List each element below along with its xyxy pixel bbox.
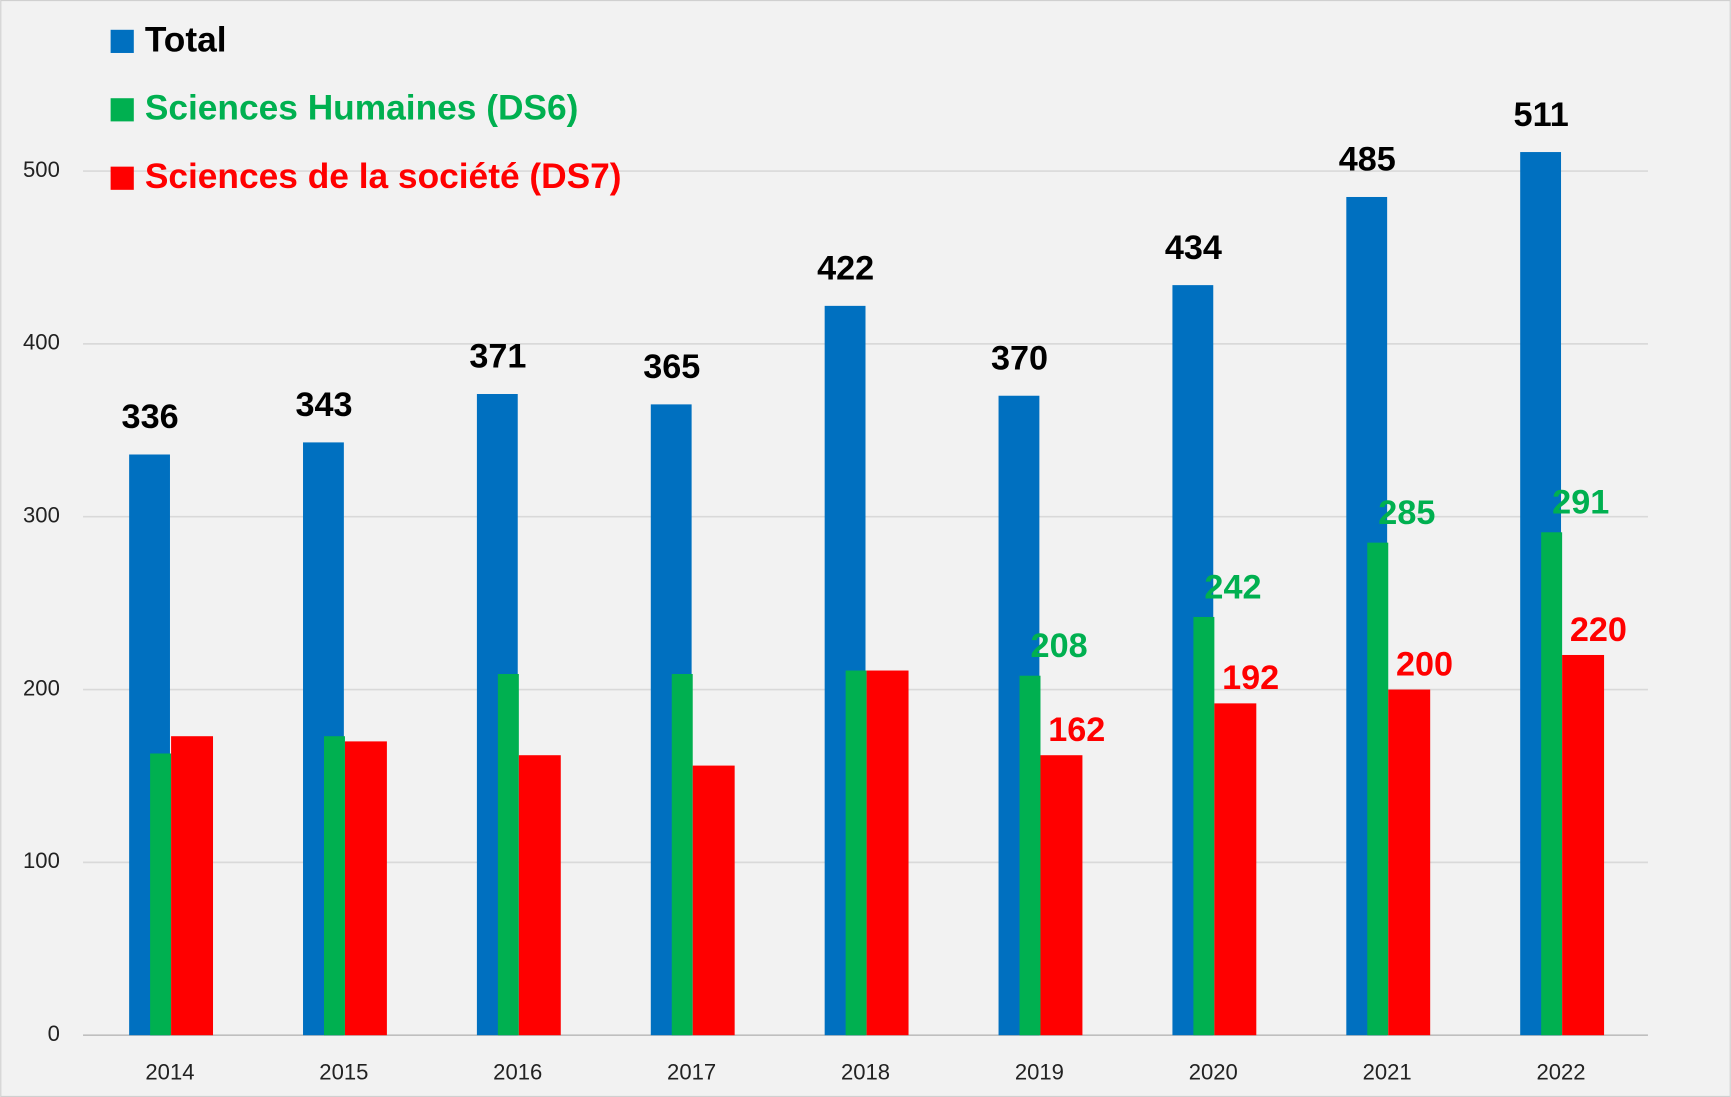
data-label: 422 [817,250,874,288]
bar [1193,616,1215,1036]
legend-label: Sciences Humaines (DS6) [145,89,579,128]
bar [1367,542,1389,1036]
data-label: 336 [122,398,179,436]
x-tick-label: 2017 [667,1060,716,1085]
legend-label: Sciences de la société (DS7) [145,157,622,196]
data-label: 485 [1339,141,1396,179]
data-label: 434 [1165,229,1222,267]
y-tick-label: 500 [23,157,60,182]
data-label: 371 [469,338,526,376]
x-tick-label: 2022 [1536,1060,1585,1085]
y-tick-label: 300 [23,503,60,528]
legend-swatch [110,98,134,122]
data-label: 208 [1031,627,1088,665]
bar [344,741,387,1036]
bar [845,670,867,1036]
y-tick-label: 100 [23,848,60,873]
x-tick-label: 2020 [1189,1060,1238,1085]
bar [171,736,214,1036]
bar [1019,675,1041,1036]
data-label: 192 [1222,659,1279,697]
data-label: 220 [1570,611,1627,649]
bar [671,673,693,1036]
bar [1541,532,1563,1036]
data-label: 511 [1514,96,1569,134]
y-tick-label: 0 [48,1021,60,1046]
x-tick-label: 2019 [1015,1060,1064,1085]
bar [1040,755,1083,1036]
x-tick-label: 2014 [145,1060,194,1085]
y-tick-label: 200 [23,675,60,700]
y-tick-label: 400 [23,330,60,355]
x-tick-label: 2016 [493,1060,542,1085]
legend-label: Total [145,20,227,59]
data-label: 242 [1204,568,1261,606]
legend-swatch [110,29,134,53]
bar [497,673,519,1036]
legend-swatch [110,166,134,190]
data-label: 285 [1378,494,1435,532]
bar [1562,654,1605,1036]
x-tick-label: 2018 [841,1060,890,1085]
x-tick-label: 2015 [319,1060,368,1085]
x-tick-label: 2021 [1363,1060,1412,1085]
bar [150,753,172,1036]
data-label: 162 [1048,711,1105,749]
bar [866,670,909,1036]
data-label: 365 [643,348,700,386]
data-label: 370 [991,339,1048,377]
data-label: 343 [295,386,352,424]
bar [692,765,735,1036]
bar [1388,689,1431,1036]
data-label: 200 [1396,645,1453,683]
data-label: 291 [1552,484,1609,522]
bar [518,755,561,1036]
bar [1214,703,1257,1036]
bar [323,736,345,1036]
